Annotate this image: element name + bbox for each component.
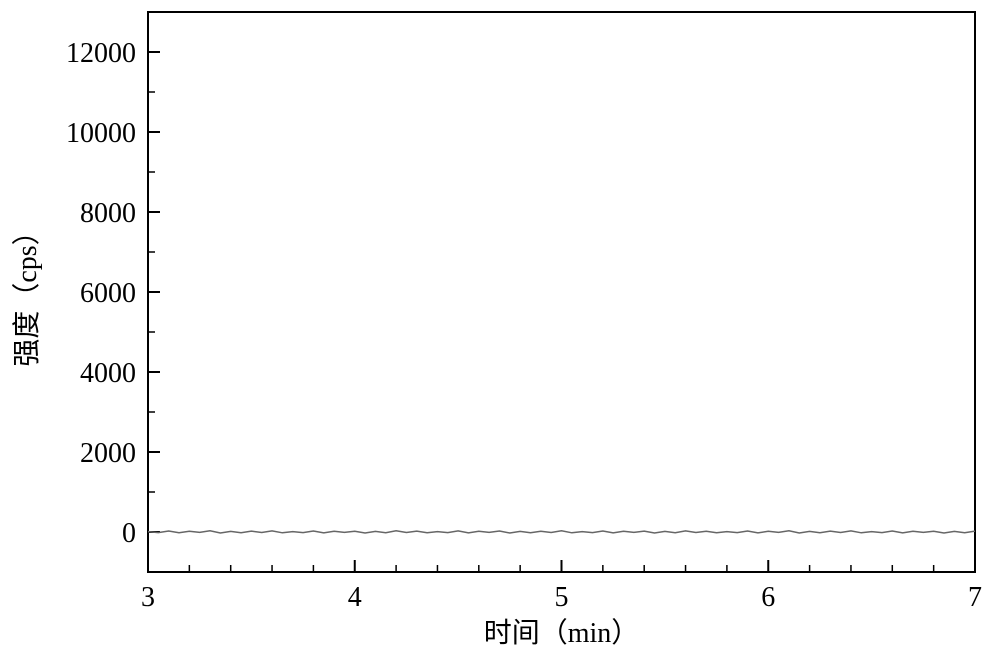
x-axis-label: 时间（min） <box>484 617 640 649</box>
x-tick-label: 5 <box>555 582 569 613</box>
y-tick-label: 0 <box>122 518 136 549</box>
y-tick-label: 2000 <box>80 438 136 469</box>
y-tick-label: 4000 <box>80 358 136 389</box>
chromatogram-chart: 3 4 5 6 7 0 2000 4000 6000 8000 10000 12000 时间（min） 强… <box>0 0 1000 670</box>
y-axis-label: 强度（cps） <box>11 217 43 366</box>
x-tick-label: 7 <box>968 582 982 613</box>
y-tick-label: 12000 <box>66 38 136 69</box>
x-tick-label: 4 <box>348 582 362 613</box>
chart-svg: 3 4 5 6 7 0 2000 4000 6000 8000 10000 12000 时间（min） 强… <box>0 0 1000 670</box>
x-tick-label: 3 <box>141 582 155 613</box>
y-tick-label: 10000 <box>66 118 136 149</box>
x-tick-label: 6 <box>761 582 775 613</box>
y-tick-label: 6000 <box>80 278 136 309</box>
plot-frame <box>148 12 975 572</box>
baseline-trace <box>148 531 975 533</box>
y-tick-label: 8000 <box>80 198 136 229</box>
